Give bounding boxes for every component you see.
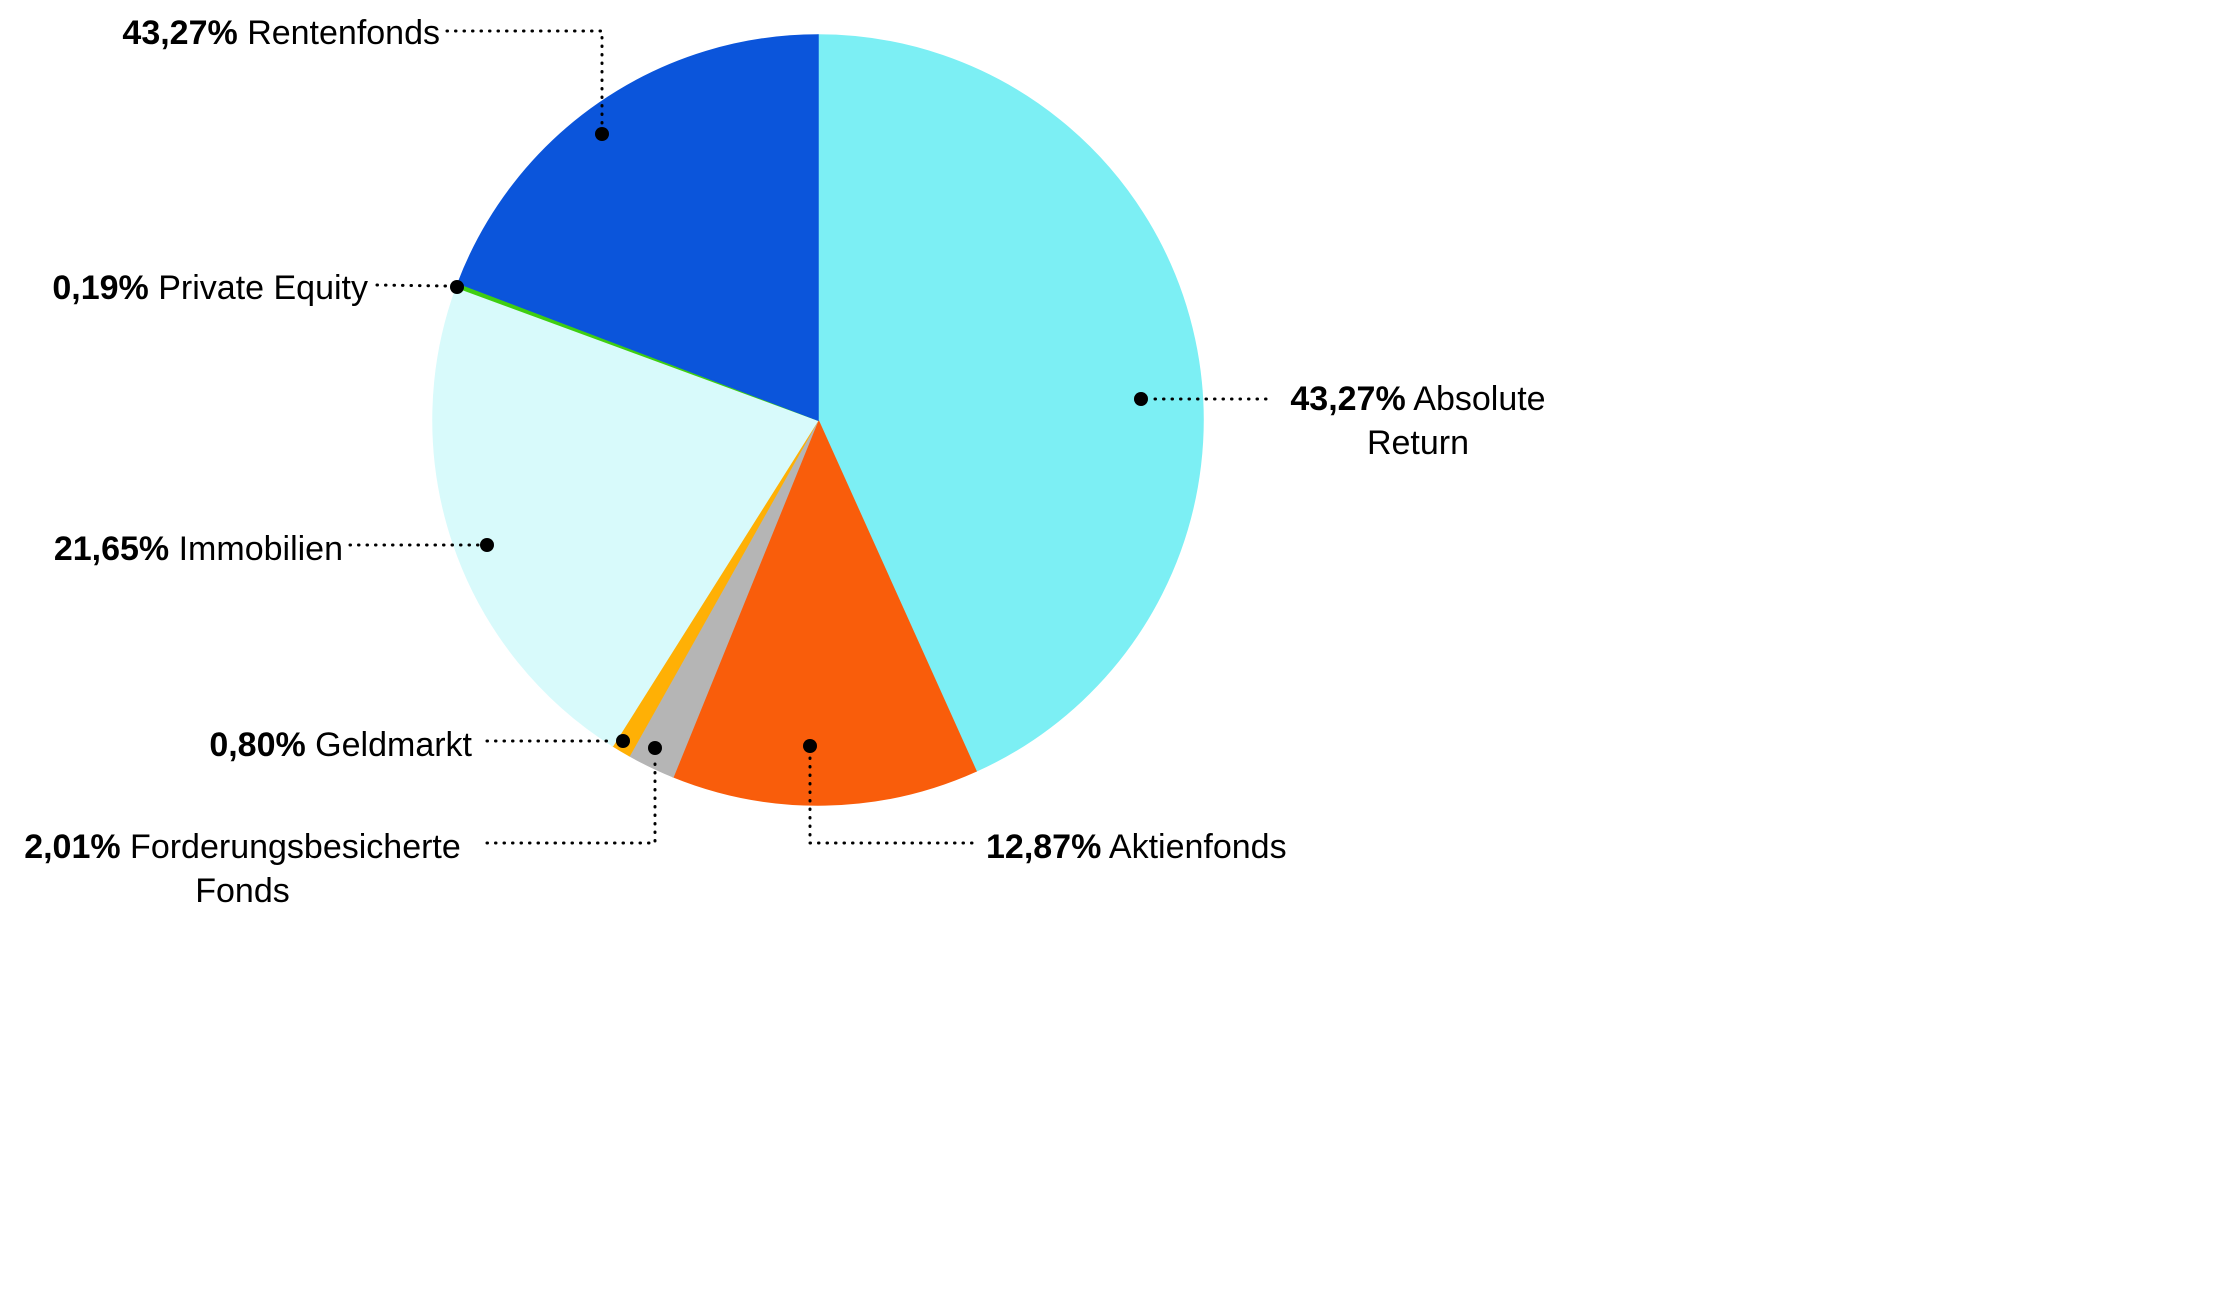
label-geldmarkt-name: Geldmarkt <box>315 726 472 764</box>
label-private-equity: 0,19% Private Equity <box>40 267 368 311</box>
label-forderungsbesicherte-fonds-pct: 2,01% <box>24 828 121 866</box>
label-aktienfonds-name: Aktienfonds <box>1108 828 1287 866</box>
leader-dot-private-equity <box>450 280 464 294</box>
label-forderungsbesicherte-fonds-name: Forderungsbesicherte Fonds <box>130 828 461 910</box>
label-rentenfonds: 43,27% Rentenfonds <box>40 12 440 56</box>
label-aktienfonds-pct: 12,87% <box>986 828 1102 866</box>
leader-dot-aktienfonds <box>803 739 817 753</box>
label-forderungsbesicherte-fonds: 2,01% Forderungsbesicherte Fonds <box>15 826 470 913</box>
leader-dot-geldmarkt <box>616 734 630 748</box>
label-immobilien: 21,65% Immobilien <box>40 528 343 572</box>
label-rentenfonds-name: Rentenfonds <box>247 14 440 52</box>
label-absolute-return-pct: 43,27% <box>1290 380 1406 418</box>
pie-slice-aktienfonds <box>672 418 977 806</box>
label-rentenfonds-pct: 43,27% <box>122 14 238 52</box>
label-geldmarkt-pct: 0,80% <box>209 726 306 764</box>
label-absolute-return-name: Absolute Return <box>1366 380 1546 462</box>
leader-dot-forderungsbesicherte-fonds <box>648 741 662 755</box>
leader-dot-rentenfonds <box>595 127 609 141</box>
label-immobilien-pct: 21,65% <box>53 530 170 568</box>
label-aktienfonds: 12,87% Aktienfonds <box>986 826 1346 870</box>
leader-dot-immobilien <box>480 538 494 552</box>
pie-slice-rentenfonds <box>457 34 819 422</box>
leader-line-private-equity <box>375 283 450 288</box>
leader-line-forderungsbesicherte-fonds <box>485 755 657 845</box>
label-absolute-return: 43,27% Absolute Return <box>1278 378 1558 465</box>
label-private-equity-name: Private Equity <box>158 269 368 307</box>
leader-dot-absolute-return <box>1134 392 1148 406</box>
leader-line-rentenfonds <box>445 29 604 128</box>
label-private-equity-pct: 0,19% <box>52 269 149 307</box>
label-immobilien-name: Immobilien <box>178 530 343 568</box>
leader-line-aktienfonds <box>808 753 974 845</box>
label-geldmarkt: 0,80% Geldmarkt <box>150 724 472 768</box>
pie-slice-absolute-return <box>817 34 1204 773</box>
